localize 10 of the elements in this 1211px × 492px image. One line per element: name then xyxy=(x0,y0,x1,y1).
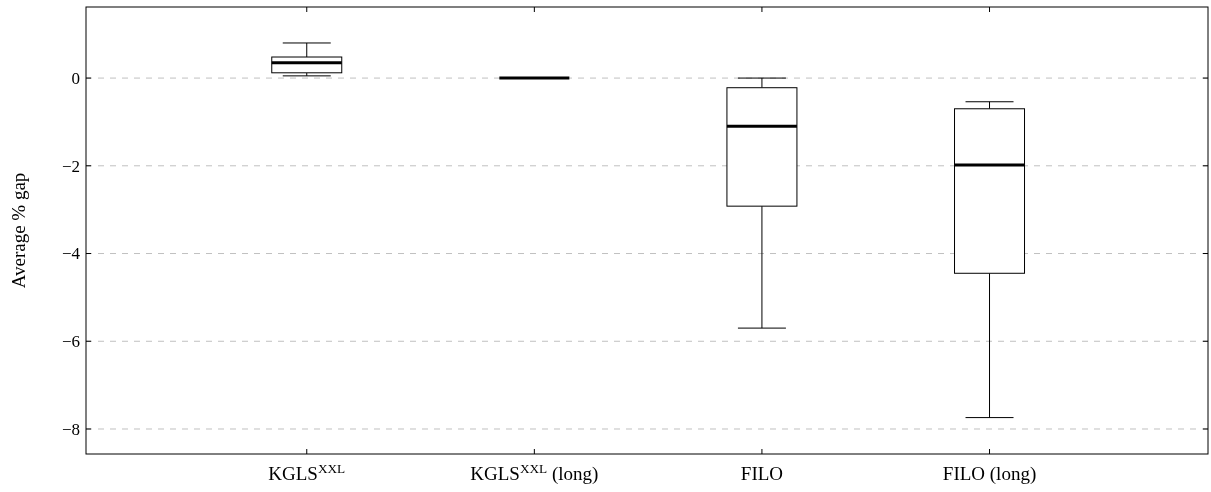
y-tick-label: −4 xyxy=(61,244,81,264)
y-tick-label: −2 xyxy=(61,156,80,176)
x-tick-label: FILO xyxy=(740,463,784,484)
y-tick-label: 0 xyxy=(71,69,80,89)
y-tick-label: −6 xyxy=(61,332,80,352)
y-tick-label: −8 xyxy=(61,419,80,439)
x-tick-label: KGLS$^{XXL}$ xyxy=(268,460,346,484)
x-tick-label: KGLS$^{XXL}$ (long) xyxy=(470,460,599,485)
x-tick-label: FILO (long) xyxy=(942,463,1037,485)
y-axis-title: Average % gap xyxy=(8,172,29,289)
